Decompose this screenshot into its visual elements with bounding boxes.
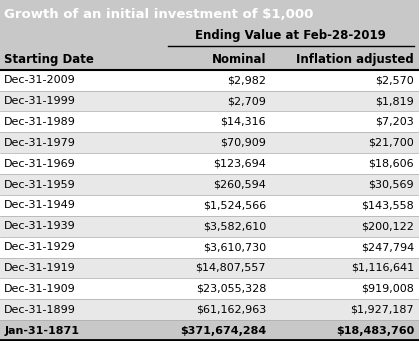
- Bar: [0, 237, 419, 257]
- Text: $21,700: $21,700: [368, 138, 414, 148]
- Text: Jan-31-1871: Jan-31-1871: [4, 326, 79, 336]
- Bar: [0, 112, 419, 132]
- Text: Dec-31-1929: Dec-31-1929: [4, 242, 76, 252]
- Text: $70,909: $70,909: [220, 138, 266, 148]
- Text: $3,610,730: $3,610,730: [203, 242, 266, 252]
- Text: $2,982: $2,982: [227, 75, 266, 85]
- Text: Growth of an initial investment of $1,000: Growth of an initial investment of $1,00…: [4, 8, 313, 20]
- Bar: [0, 299, 419, 320]
- Text: Dec-31-1949: Dec-31-1949: [4, 201, 76, 210]
- Text: $2,709: $2,709: [227, 96, 266, 106]
- Text: Dec-31-1899: Dec-31-1899: [4, 305, 76, 315]
- Text: $200,122: $200,122: [361, 221, 414, 231]
- Bar: [0, 91, 419, 112]
- Bar: [0, 70, 419, 91]
- Text: $1,116,641: $1,116,641: [351, 263, 414, 273]
- Bar: [0, 320, 419, 341]
- Bar: [0, 132, 419, 153]
- Bar: [0, 257, 419, 278]
- Bar: [0, 195, 419, 216]
- Text: Inflation adjusted: Inflation adjusted: [296, 53, 414, 66]
- Bar: [0, 174, 419, 195]
- Text: Dec-31-1999: Dec-31-1999: [4, 96, 76, 106]
- Text: Starting Date: Starting Date: [4, 53, 94, 66]
- Text: Dec-31-1909: Dec-31-1909: [4, 284, 76, 294]
- Text: $23,055,328: $23,055,328: [196, 284, 266, 294]
- Text: $260,594: $260,594: [213, 179, 266, 190]
- Text: Dec-31-1989: Dec-31-1989: [4, 117, 76, 127]
- Text: $371,674,284: $371,674,284: [180, 326, 266, 336]
- Bar: [0, 153, 419, 174]
- Text: $14,807,557: $14,807,557: [196, 263, 266, 273]
- Text: Dec-31-1959: Dec-31-1959: [4, 179, 76, 190]
- Text: $2,570: $2,570: [375, 75, 414, 85]
- Text: Dec-31-1979: Dec-31-1979: [4, 138, 76, 148]
- Text: $7,203: $7,203: [375, 117, 414, 127]
- Bar: [0, 278, 419, 299]
- Text: $18,483,760: $18,483,760: [336, 326, 414, 336]
- Text: Dec-31-1939: Dec-31-1939: [4, 221, 76, 231]
- Text: Dec-31-1919: Dec-31-1919: [4, 263, 76, 273]
- Text: $123,694: $123,694: [213, 159, 266, 169]
- Text: $3,582,610: $3,582,610: [203, 221, 266, 231]
- Text: $18,606: $18,606: [368, 159, 414, 169]
- Text: $14,316: $14,316: [220, 117, 266, 127]
- Text: $61,162,963: $61,162,963: [196, 305, 266, 315]
- Text: $143,558: $143,558: [361, 201, 414, 210]
- Text: $1,524,566: $1,524,566: [203, 201, 266, 210]
- Bar: [0, 216, 419, 237]
- Text: Dec-31-2009: Dec-31-2009: [4, 75, 76, 85]
- Text: $1,927,187: $1,927,187: [350, 305, 414, 315]
- Text: $1,819: $1,819: [375, 96, 414, 106]
- Text: $30,569: $30,569: [368, 179, 414, 190]
- Text: Dec-31-1969: Dec-31-1969: [4, 159, 76, 169]
- Text: Ending Value at Feb-28-2019: Ending Value at Feb-28-2019: [195, 29, 386, 42]
- Text: Nominal: Nominal: [212, 53, 266, 66]
- Text: $247,794: $247,794: [361, 242, 414, 252]
- Text: $919,008: $919,008: [361, 284, 414, 294]
